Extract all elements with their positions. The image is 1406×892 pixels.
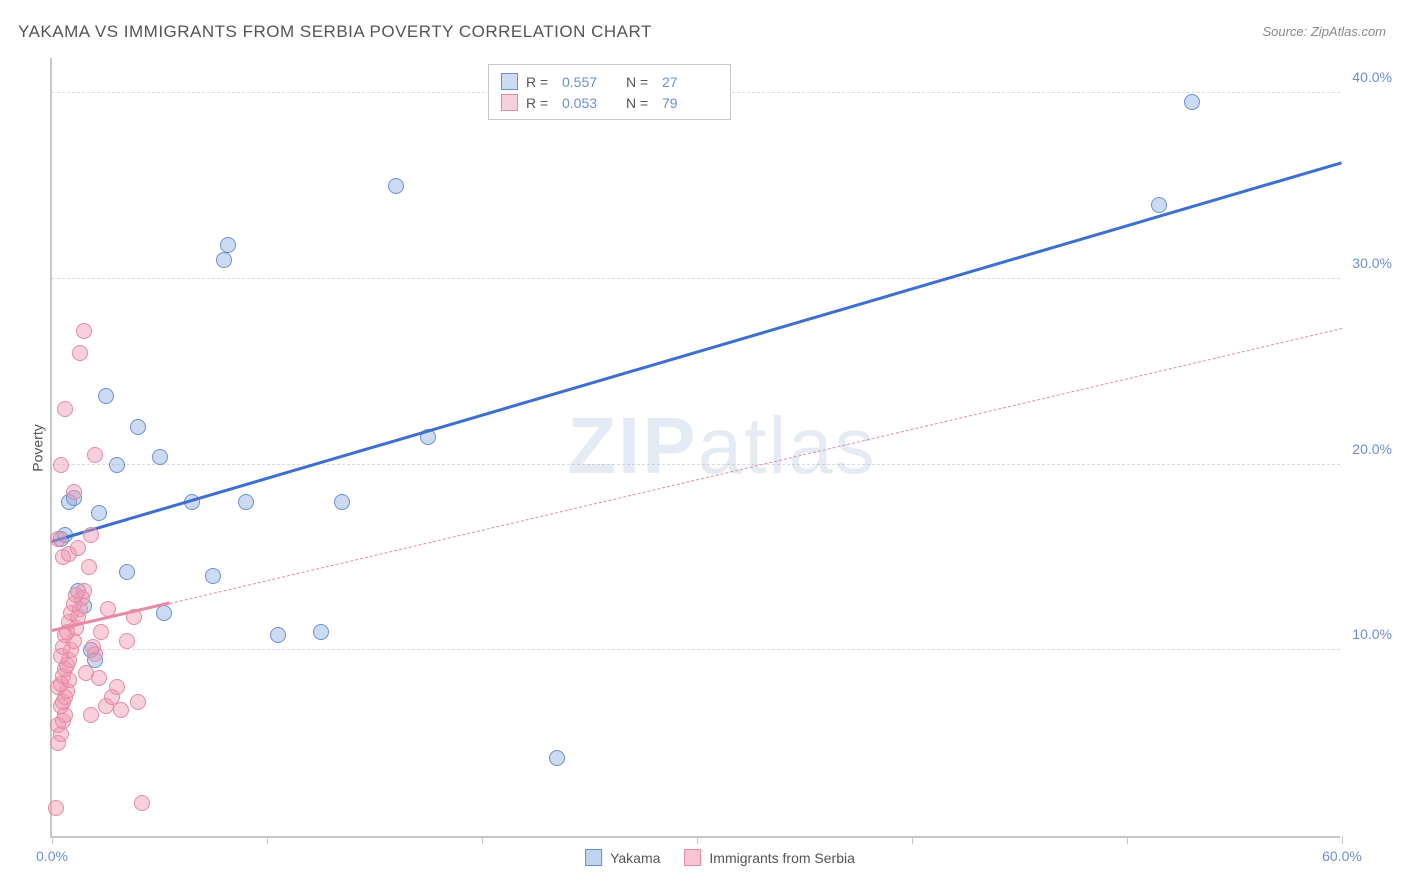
data-point [1151,197,1167,213]
x-tick [697,836,698,844]
data-point [72,345,88,361]
y-tick-label: 10.0% [1352,626,1392,642]
data-point [50,531,66,547]
data-point [113,702,129,718]
data-point [76,583,92,599]
x-tick [1342,836,1343,844]
data-point [220,237,236,253]
legend-row: R = 0.053 N = 79 [501,92,718,113]
data-point [87,447,103,463]
x-tick [1127,836,1128,844]
series-legend: Yakama Immigrants from Serbia [585,849,855,866]
y-axis-title: Poverty [30,424,46,471]
data-point [156,605,172,621]
trend-line [52,161,1343,543]
data-point [152,449,168,465]
data-point [109,679,125,695]
legend-r-value: 0.557 [562,74,618,90]
data-point [1184,94,1200,110]
data-point [549,750,565,766]
plot-region: ZIPatlas R =0.557N =27R =0.053N =79 10.0… [50,58,1340,838]
legend-swatch [684,849,701,866]
y-tick-label: 20.0% [1352,441,1392,457]
legend-r-label: R = [526,95,554,111]
data-point [66,484,82,500]
chart-title: YAKAMA VS IMMIGRANTS FROM SERBIA POVERTY… [18,22,652,42]
x-tick [267,836,268,844]
watermark: ZIPatlas [567,400,876,492]
legend-n-label: N = [626,95,654,111]
data-point [78,665,94,681]
series-legend-label: Immigrants from Serbia [709,850,854,866]
data-point [388,178,404,194]
data-point [313,624,329,640]
data-point [85,639,101,655]
data-point [134,795,150,811]
correlation-legend: R = 0.557 N = 27 R = 0.053 N = 79 [488,64,731,120]
data-point [76,323,92,339]
trend-line [170,328,1342,604]
legend-swatch [501,94,518,111]
data-point [238,494,254,510]
legend-n-value: 79 [662,95,718,111]
gridline [52,464,1340,465]
series-legend-label: Yakama [610,850,660,866]
data-point [57,401,73,417]
legend-r-label: R = [526,74,554,90]
data-point [130,419,146,435]
legend-swatch [501,73,518,90]
data-point [48,800,64,816]
x-tick [912,836,913,844]
legend-row: R = 0.557 N = 27 [501,71,718,92]
data-point [130,694,146,710]
data-point [119,633,135,649]
data-point [83,527,99,543]
x-tick-label: 60.0% [1322,848,1362,864]
data-point [91,505,107,521]
series-legend-item: Yakama [585,849,660,866]
data-point [53,457,69,473]
data-point [83,707,99,723]
data-point [270,627,286,643]
series-legend-item: Immigrants from Serbia [684,849,854,866]
source-attribution: Source: ZipAtlas.com [1262,24,1386,39]
chart-area: Poverty ZIPatlas R =0.557N =27R =0.053N … [50,58,1390,838]
x-tick [482,836,483,844]
y-tick-label: 40.0% [1352,69,1392,85]
data-point [98,388,114,404]
y-tick-label: 30.0% [1352,255,1392,271]
legend-n-value: 27 [662,74,718,90]
legend-r-value: 0.053 [562,95,618,111]
data-point [216,252,232,268]
legend-swatch [585,849,602,866]
data-point [81,559,97,575]
x-tick-label: 0.0% [36,848,68,864]
data-point [93,624,109,640]
data-point [109,457,125,473]
data-point [334,494,350,510]
gridline [52,649,1340,650]
legend-n-label: N = [626,74,654,90]
data-point [119,564,135,580]
data-point [70,540,86,556]
gridline [52,278,1340,279]
data-point [205,568,221,584]
x-tick [52,836,53,844]
